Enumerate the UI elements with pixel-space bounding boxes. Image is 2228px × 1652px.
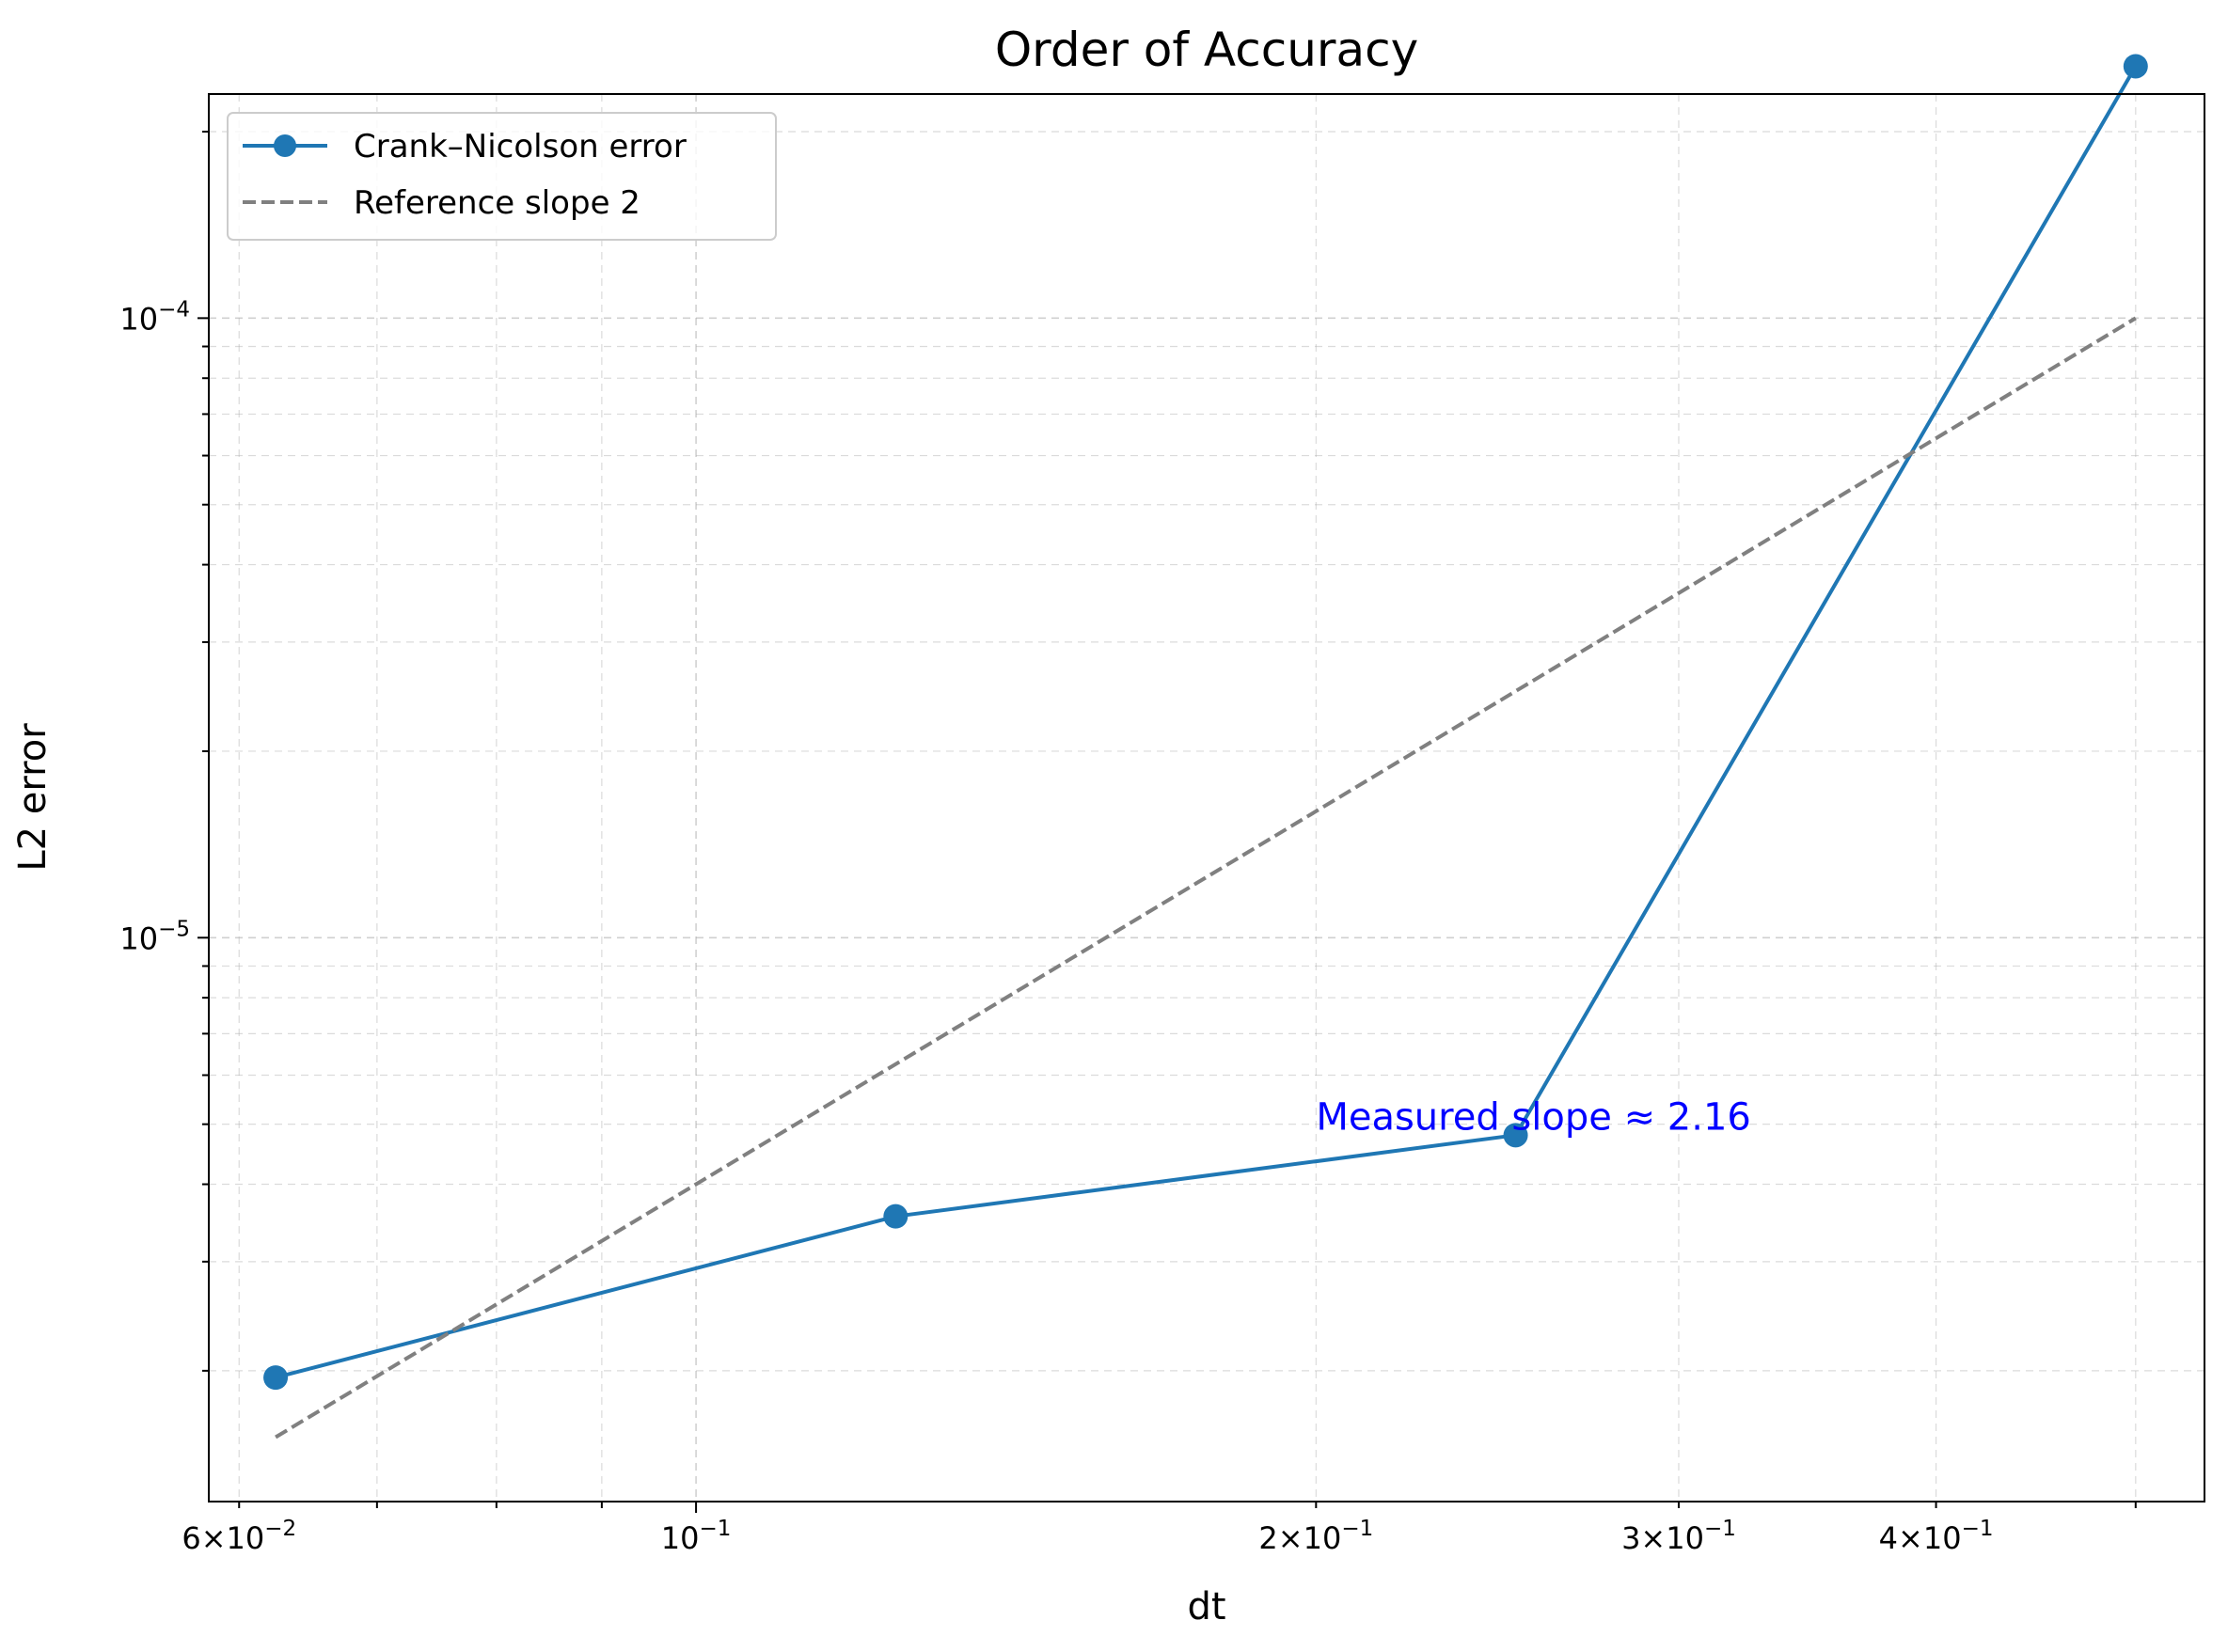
data-point-crank-nicolson [883,1204,909,1229]
data-point-crank-nicolson [2123,54,2148,79]
plot-series [263,54,2148,1440]
x-tick-label: 6×10−2 [182,1517,296,1556]
legend-box [227,112,777,241]
ticks: 6×10−2 10−1 2×10−1 3×10−1 4×10−1 10−5 10−4 [119,130,2137,1556]
series-line-crank-nicolson [275,65,2138,1380]
y-tick-label: 10−4 [119,297,190,337]
annotations: Measured slope ≈ 2.16 [1316,1095,1751,1139]
data-point-crank-nicolson [263,1365,289,1391]
x-tick-label: 4×10−1 [1879,1517,1994,1556]
x-axis-label: dt [1187,1585,1225,1628]
x-tick-label: 3×10−1 [1621,1517,1736,1556]
data-point-crank-nicolson [1503,1123,1528,1148]
plot-frame [208,93,2205,1503]
grid [209,94,2204,1502]
x-tick-label: 2×10−1 [1258,1517,1373,1556]
slope-annotation: Measured slope ≈ 2.16 [1316,1095,1751,1139]
legend-marker-crank-nicolson [274,134,296,157]
legend-label-crank-nicolson: Crank–Nicolson error [354,128,687,165]
series-line-reference-slope [275,316,2137,1440]
legend-label-reference-slope: Reference slope 2 [354,184,640,222]
y-tick-label: 10−5 [119,917,190,956]
legend: Crank–Nicolson error Reference slope 2 [227,112,777,241]
y-axis-label: L2 error [11,723,55,872]
chart-title: Order of Accuracy [995,23,1418,77]
x-tick-label: 10−1 [661,1517,732,1556]
